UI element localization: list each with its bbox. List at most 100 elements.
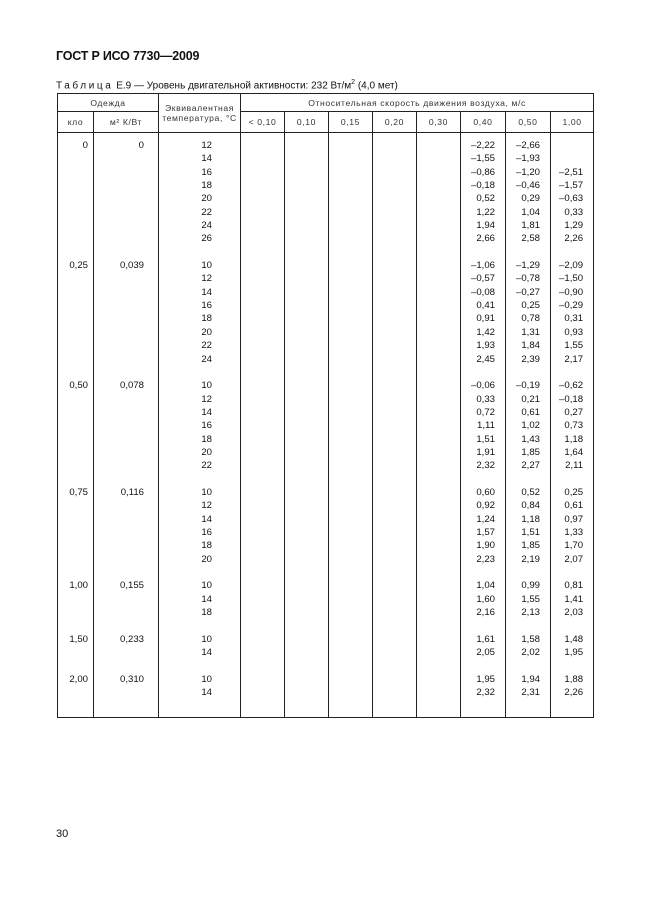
value-cell [284,312,329,326]
value-cell [284,686,329,700]
clo-cell [57,272,94,286]
empty-cell [284,619,329,633]
value-cell [284,259,329,273]
value-cell [372,646,417,660]
clo-cell [57,459,94,473]
value-cell [284,432,329,446]
value-cell [416,512,461,526]
value-cell [240,419,285,433]
header-clothing: Одежда [57,93,159,112]
value-cell: 1,94 [460,219,506,233]
value-cell [372,232,417,246]
m2-cell [93,525,159,540]
header-speed: 0,15 [328,111,373,133]
value-cell: 1,81 [505,219,551,233]
empty-cell [505,699,551,719]
value-cell [416,525,461,540]
value-cell [372,512,417,526]
value-cell: 2,03 [549,606,595,620]
value-cell: –0,08 [460,285,506,300]
value-cell: 2,26 [549,686,595,700]
clo-cell [57,192,94,206]
value-cell: 2,58 [505,232,551,246]
value-cell: 1,55 [505,592,551,607]
value-cell: 2,17 [549,352,595,366]
value-cell [328,152,373,166]
m2-cell [93,232,159,246]
value-cell [240,179,285,193]
empty-cell [460,245,506,260]
table-row: 16 1,11 1,02 0,73 [57,419,595,433]
temperature-cell: 16 [158,165,241,180]
empty-cell [372,472,417,486]
m2-cell [93,392,159,406]
table-row: 12 0,92 0,84 0,61 [57,499,595,513]
empty-cell [549,659,595,673]
value-cell [416,606,461,620]
value-cell [372,165,417,180]
m2-cell [93,445,159,460]
value-cell: 0,97 [549,512,595,526]
value-cell [284,485,329,500]
value-cell [372,219,417,233]
value-cell [240,485,285,500]
m2-cell: 0 [93,132,159,153]
m2-cell [93,419,159,433]
empty-cell [505,659,551,673]
temperature-cell: 18 [158,606,241,620]
value-cell [416,272,461,286]
temperature-cell: 14 [158,405,241,420]
empty-cell [158,472,241,486]
empty-cell [549,566,595,580]
value-cell: –0,18 [549,392,595,406]
value-cell: 1,51 [460,432,506,446]
value-cell: –2,51 [549,165,595,180]
value-cell [328,132,373,153]
value-cell: –0,46 [505,179,551,193]
clo-cell [57,592,94,607]
clo-cell: 2,00 [57,672,94,687]
value-cell: 2,27 [505,459,551,473]
empty-cell [549,472,595,486]
header-speed: 0,10 [284,111,329,133]
value-cell: 1,24 [460,512,506,526]
empty-cell [460,619,506,633]
value-cell: 2,16 [460,606,506,620]
empty-cell [505,619,551,633]
empty-cell [57,659,94,673]
value-cell [240,579,285,593]
empty-cell [328,566,373,580]
m2-cell [93,165,159,180]
value-cell [328,205,373,220]
value-cell [372,179,417,193]
value-cell [328,392,373,406]
value-cell [284,272,329,286]
value-cell [240,165,285,180]
value-cell [328,485,373,500]
header-speed: 1,00 [549,111,595,133]
value-cell [328,272,373,286]
value-cell [240,405,285,420]
empty-cell [93,245,159,260]
table-row: 18 1,90 1,85 1,70 [57,539,595,553]
value-cell [240,259,285,273]
empty-cell [158,245,241,260]
table-row: 20 0,52 0,29 –0,63 [57,192,595,206]
value-cell: 2,23 [460,552,506,566]
value-cell [240,205,285,220]
value-cell [284,219,329,233]
empty-cell [460,472,506,486]
empty-cell [93,619,159,633]
empty-cell [284,566,329,580]
temperature-cell: 16 [158,419,241,433]
value-cell [372,525,417,540]
empty-cell [328,619,373,633]
value-cell [372,632,417,647]
empty-cell [328,472,373,486]
value-cell: –0,86 [460,165,506,180]
value-cell: 0,99 [505,579,551,593]
value-cell: 0,41 [460,299,506,313]
value-cell: 1,85 [505,445,551,460]
value-cell [416,592,461,607]
value-cell [240,632,285,647]
